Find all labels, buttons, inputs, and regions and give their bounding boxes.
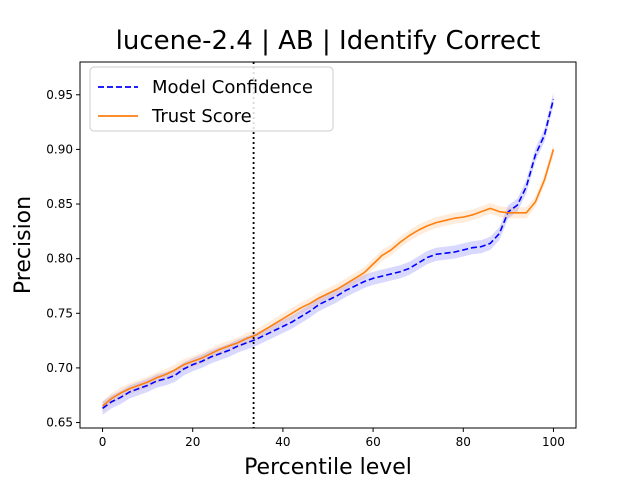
legend-box bbox=[89, 66, 334, 132]
x-tick-label: 40 bbox=[275, 435, 290, 449]
y-tick-label: 0.85 bbox=[46, 197, 73, 211]
y-tick-label: 0.65 bbox=[46, 416, 73, 430]
y-tick-label: 0.90 bbox=[46, 142, 73, 156]
x-tick-label: 100 bbox=[542, 435, 565, 449]
x-tick-label: 20 bbox=[185, 435, 200, 449]
y-tick-label: 0.95 bbox=[46, 88, 73, 102]
plot-frame bbox=[79, 61, 577, 429]
y-tick-label: 0.80 bbox=[46, 252, 73, 266]
x-tick-label: 0 bbox=[99, 435, 107, 449]
x-tick-label: 60 bbox=[365, 435, 380, 449]
x-axis-label: Percentile level bbox=[244, 455, 412, 480]
y-tick-label: 0.75 bbox=[46, 306, 73, 320]
legend-label-1: Trust Score bbox=[151, 106, 252, 127]
axis-ticks: 0 20 40 60 80 100 0.65 0.70 0.75 0.80 0.85 0.90 0.95 bbox=[46, 88, 565, 449]
x-tick-label: 80 bbox=[456, 435, 471, 449]
y-axis-label: Precision bbox=[11, 196, 36, 294]
chart-title: lucene-2.4 | AB | Identify Correct bbox=[116, 26, 541, 56]
series-band-0 bbox=[102, 92, 554, 415]
series-band-1 bbox=[102, 143, 554, 412]
legend-label-0: Model Confidence bbox=[152, 77, 313, 98]
series-line-0 bbox=[102, 98, 555, 409]
y-tick-label: 0.70 bbox=[46, 361, 73, 375]
legend: Model Confidence Trust Score bbox=[89, 66, 334, 132]
series-line-1 bbox=[102, 149, 555, 407]
